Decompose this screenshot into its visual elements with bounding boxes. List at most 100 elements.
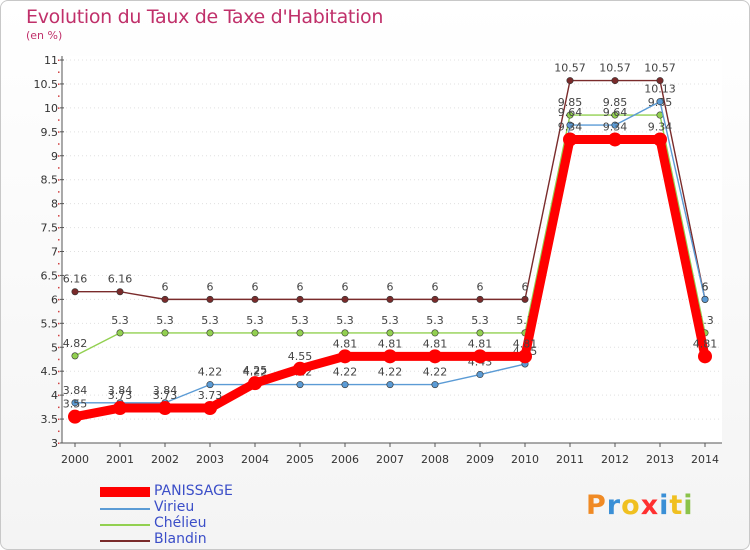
data-label-chlieu: 5.3 (381, 314, 399, 327)
y-tick-label: 11 (44, 54, 58, 67)
legend-item-virieu[interactable]: Virieu (100, 499, 300, 516)
data-point-panissage (158, 401, 172, 416)
data-label-blandin: 6 (162, 280, 169, 293)
data-label-panissage: 9.34 (648, 120, 673, 133)
data-label-virieu: 3.84 (108, 384, 133, 397)
data-label-virieu: 10.13 (644, 83, 676, 96)
data-label-chlieu: 5.3 (201, 314, 219, 327)
data-label-virieu: 4.22 (423, 366, 448, 379)
data-label-panissage: 4.81 (513, 337, 538, 350)
data-point-panissage (653, 132, 667, 147)
data-label-virieu: 9.64 (603, 106, 628, 119)
data-label-blandin: 6 (702, 280, 709, 293)
y-minor-tick (58, 131, 60, 133)
data-label-virieu: 4.22 (243, 366, 268, 379)
data-label-blandin: 6 (207, 280, 214, 293)
data-point-panissage (338, 349, 352, 364)
y-tick-label: 9 (51, 150, 58, 163)
data-point-panissage (518, 349, 532, 364)
data-point-virieu (386, 381, 394, 389)
data-label-blandin: 6 (522, 280, 529, 293)
data-label-panissage: 4.81 (693, 337, 718, 350)
x-tick-label: 2007 (376, 453, 404, 466)
data-point-chlieu (611, 111, 619, 119)
x-tick-label: 2000 (61, 453, 89, 466)
legend-item-chelieu[interactable]: Chélieu (100, 515, 300, 532)
plot-area (62, 56, 722, 443)
data-label-panissage: 4.55 (288, 350, 313, 363)
data-point-virieu (611, 121, 619, 129)
data-label-chlieu: 5.3 (426, 314, 444, 327)
data-label-virieu: 4.22 (378, 366, 403, 379)
y-tick-label: 7.5 (41, 222, 59, 235)
data-point-panissage (563, 132, 577, 147)
y-minor-tick (58, 95, 60, 97)
legend-item-blandin[interactable]: Blandin (100, 531, 300, 548)
y-tick-label: 5 (51, 341, 58, 354)
y-tick-label: 7 (51, 246, 58, 259)
y-minor-tick (58, 83, 60, 85)
proxiti-logo: Proxiti (586, 490, 694, 521)
legend-label-panissage: PANISSAGE (154, 483, 233, 499)
x-tick-label: 2014 (691, 453, 719, 466)
data-label-blandin: 6 (387, 280, 394, 293)
y-minor-tick (58, 227, 60, 229)
data-point-virieu (476, 371, 484, 379)
x-tick-label: 2013 (646, 453, 674, 466)
data-label-virieu: 9.64 (558, 106, 583, 119)
data-point-panissage (293, 361, 307, 376)
y-minor-tick (58, 143, 60, 145)
y-minor-tick (58, 71, 60, 73)
y-tick-label: 4 (51, 389, 58, 402)
legend-swatch-blandin (100, 540, 150, 542)
legend-label-blandin: Blandin (154, 531, 207, 547)
data-label-panissage: 9.34 (603, 120, 628, 133)
data-point-virieu (656, 98, 664, 106)
data-label-virieu: 3.84 (63, 384, 88, 397)
data-point-panissage (68, 409, 82, 424)
logo-letter: i (683, 490, 694, 521)
y-minor-tick (58, 358, 60, 361)
data-label-virieu: 4.22 (333, 366, 358, 379)
chart-title: Evolution du Taux de Taxe d'Habitation (26, 6, 384, 28)
y-minor-tick (58, 382, 60, 385)
y-tick-label: 5.5 (41, 317, 59, 330)
legend-label-chelieu: Chélieu (154, 515, 207, 531)
data-point-panissage (248, 376, 262, 391)
data-point-virieu (71, 399, 79, 407)
x-tick-label: 2005 (286, 453, 314, 466)
data-point-chlieu (476, 329, 484, 337)
y-minor-tick (58, 346, 60, 349)
y-minor-tick (58, 179, 60, 181)
unit-label: (en %) (26, 29, 63, 42)
y-tick-label: 10 (44, 102, 58, 115)
y-tick-label: 6 (51, 293, 58, 306)
x-tick-label: 2002 (151, 453, 179, 466)
data-label-blandin: 10.57 (599, 62, 631, 75)
y-tick-label: 9.5 (41, 126, 59, 139)
data-point-blandin (521, 295, 529, 303)
legend-item-panissage[interactable]: PANISSAGE (100, 483, 300, 500)
y-minor-tick (58, 442, 60, 444)
data-label-blandin: 6.16 (63, 273, 88, 286)
data-point-blandin (296, 295, 304, 303)
logo-letter: i (659, 490, 670, 521)
data-point-panissage (383, 349, 397, 364)
data-point-virieu (566, 121, 574, 129)
data-label-chlieu: 9.85 (603, 96, 628, 109)
data-label-panissage: 3.73 (153, 389, 178, 402)
data-label-blandin: 6 (297, 280, 304, 293)
data-point-blandin (341, 295, 349, 303)
data-label-blandin: 6 (342, 280, 349, 293)
x-tick-label: 2003 (196, 453, 224, 466)
legend-swatch-chelieu (100, 524, 150, 526)
data-point-panissage (608, 132, 622, 147)
data-point-blandin (566, 77, 574, 85)
data-point-virieu (431, 381, 439, 389)
y-tick-label: 8.5 (41, 174, 59, 187)
data-point-chlieu (296, 329, 304, 337)
y-tick-label: 8 (51, 198, 58, 211)
y-minor-tick (58, 119, 60, 121)
data-point-blandin (251, 295, 259, 303)
